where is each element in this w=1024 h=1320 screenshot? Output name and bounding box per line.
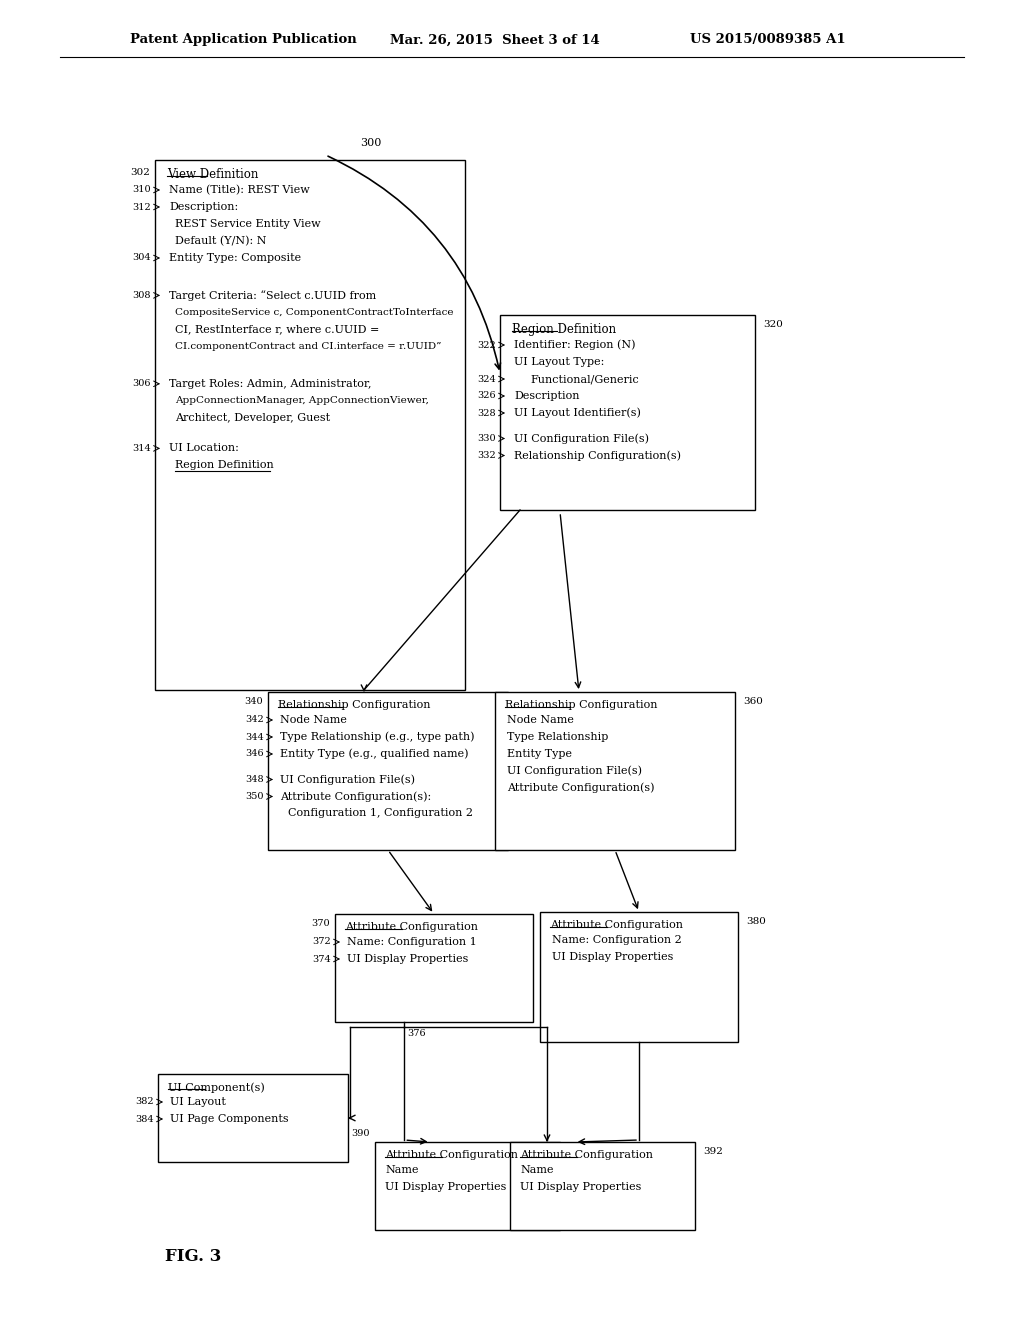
Text: UI Display Properties: UI Display Properties (347, 954, 468, 964)
Text: Functional/Generic: Functional/Generic (530, 374, 639, 384)
Text: Relationship Configuration: Relationship Configuration (278, 700, 430, 710)
Text: 380: 380 (746, 917, 766, 927)
Text: 300: 300 (360, 139, 382, 148)
Text: 342: 342 (246, 715, 264, 725)
Text: Target Roles: Admin, Administrator,: Target Roles: Admin, Administrator, (169, 379, 372, 389)
Text: 326: 326 (477, 392, 496, 400)
Text: AppConnectionManager, AppConnectionViewer,: AppConnectionManager, AppConnectionViewe… (175, 396, 429, 405)
Text: UI Display Properties: UI Display Properties (520, 1181, 641, 1192)
Text: Description: Description (514, 391, 580, 401)
Text: UI Layout Type:: UI Layout Type: (514, 356, 604, 367)
Text: Attribute Configuration: Attribute Configuration (345, 921, 478, 932)
Text: Description:: Description: (169, 202, 239, 213)
Text: Region Definition: Region Definition (512, 323, 616, 337)
Text: CI.componentContract and CI.interface = r.UUID”: CI.componentContract and CI.interface = … (175, 342, 441, 351)
Bar (495, 692, 735, 850)
Text: 324: 324 (477, 375, 496, 384)
Text: Attribute Configuration(s): Attribute Configuration(s) (507, 783, 654, 793)
Text: UI Component(s): UI Component(s) (168, 1082, 265, 1093)
Text: Mar. 26, 2015  Sheet 3 of 14: Mar. 26, 2015 Sheet 3 of 14 (390, 33, 600, 46)
Text: 308: 308 (132, 290, 151, 300)
Bar (335, 913, 534, 1022)
Text: Name: Configuration 1: Name: Configuration 1 (347, 937, 477, 946)
Text: View Definition: View Definition (167, 168, 258, 181)
Text: 350: 350 (246, 792, 264, 801)
Text: 332: 332 (477, 451, 496, 459)
Text: 348: 348 (246, 775, 264, 784)
Text: 382: 382 (135, 1097, 154, 1106)
Text: UI Page Components: UI Page Components (170, 1114, 289, 1125)
Text: Entity Type: Entity Type (507, 748, 572, 759)
Text: Region Definition: Region Definition (175, 461, 273, 470)
Text: 320: 320 (763, 319, 783, 329)
Bar (510, 1142, 695, 1230)
Text: 376: 376 (408, 1030, 426, 1038)
Text: Relationship Configuration: Relationship Configuration (505, 700, 657, 710)
Bar (540, 912, 738, 1041)
Text: Attribute Configuration: Attribute Configuration (520, 1150, 653, 1160)
Text: US 2015/0089385 A1: US 2015/0089385 A1 (690, 33, 846, 46)
Text: 384: 384 (135, 1114, 154, 1123)
Text: UI Layout: UI Layout (170, 1097, 226, 1107)
Text: 328: 328 (477, 408, 496, 417)
Text: Entity Type: Composite: Entity Type: Composite (169, 253, 301, 263)
Bar (375, 1142, 560, 1230)
Text: Relationship Configuration(s): Relationship Configuration(s) (514, 450, 681, 461)
Text: Patent Application Publication: Patent Application Publication (130, 33, 356, 46)
Text: Target Criteria: “Select c.UUID from: Target Criteria: “Select c.UUID from (169, 290, 376, 301)
Text: Node Name: Node Name (280, 715, 347, 725)
Text: UI Layout Identifier(s): UI Layout Identifier(s) (514, 408, 641, 418)
Text: Name: Configuration 2: Name: Configuration 2 (552, 935, 682, 945)
Text: 346: 346 (246, 750, 264, 759)
Text: Attribute Configuration: Attribute Configuration (550, 920, 683, 931)
Text: 330: 330 (477, 434, 496, 444)
Text: Identifier: Region (N): Identifier: Region (N) (514, 339, 636, 350)
Text: Name (Title): REST View: Name (Title): REST View (169, 185, 309, 195)
Text: 304: 304 (132, 253, 151, 263)
Text: 302: 302 (130, 168, 150, 177)
Text: UI Configuration File(s): UI Configuration File(s) (514, 433, 649, 444)
Text: 392: 392 (703, 1147, 723, 1156)
Text: CompositeService c, ComponentContractToInterface: CompositeService c, ComponentContractToI… (175, 308, 454, 317)
Text: 370: 370 (311, 919, 330, 928)
Text: 322: 322 (477, 341, 496, 350)
Text: REST Service Entity View: REST Service Entity View (175, 219, 321, 228)
Text: Default (Y/N): N: Default (Y/N): N (175, 236, 266, 246)
Text: Type Relationship (e.g., type path): Type Relationship (e.g., type path) (280, 731, 474, 742)
Text: UI Configuration File(s): UI Configuration File(s) (507, 766, 642, 776)
Text: 312: 312 (132, 202, 151, 211)
Text: 374: 374 (312, 954, 331, 964)
Text: Node Name: Node Name (507, 715, 573, 725)
Text: Name: Name (385, 1166, 419, 1175)
Text: 360: 360 (743, 697, 763, 706)
Text: Architect, Developer, Guest: Architect, Developer, Guest (175, 413, 330, 422)
Bar (268, 692, 508, 850)
Text: Type Relationship: Type Relationship (507, 733, 608, 742)
Text: 372: 372 (312, 937, 331, 946)
Text: UI Location:: UI Location: (169, 444, 239, 453)
Text: FIG. 3: FIG. 3 (165, 1247, 221, 1265)
Text: 314: 314 (132, 444, 151, 453)
Text: CI, RestInterface r, where c.UUID =: CI, RestInterface r, where c.UUID = (175, 325, 379, 334)
Text: Attribute Configuration: Attribute Configuration (385, 1150, 518, 1160)
Text: 340: 340 (245, 697, 263, 706)
Bar (158, 1074, 348, 1162)
Text: UI Display Properties: UI Display Properties (552, 952, 674, 962)
Text: 306: 306 (132, 379, 151, 388)
Text: 310: 310 (132, 186, 151, 194)
Text: Attribute Configuration(s):: Attribute Configuration(s): (280, 791, 431, 801)
Text: UI Configuration File(s): UI Configuration File(s) (280, 775, 415, 785)
Text: Name: Name (520, 1166, 554, 1175)
Text: Configuration 1, Configuration 2: Configuration 1, Configuration 2 (288, 808, 473, 818)
Bar (155, 160, 465, 690)
Text: 344: 344 (246, 733, 264, 742)
Text: UI Display Properties: UI Display Properties (385, 1181, 507, 1192)
Text: Entity Type (e.g., qualified name): Entity Type (e.g., qualified name) (280, 748, 469, 759)
Text: 390: 390 (351, 1129, 370, 1138)
Bar (500, 315, 755, 510)
